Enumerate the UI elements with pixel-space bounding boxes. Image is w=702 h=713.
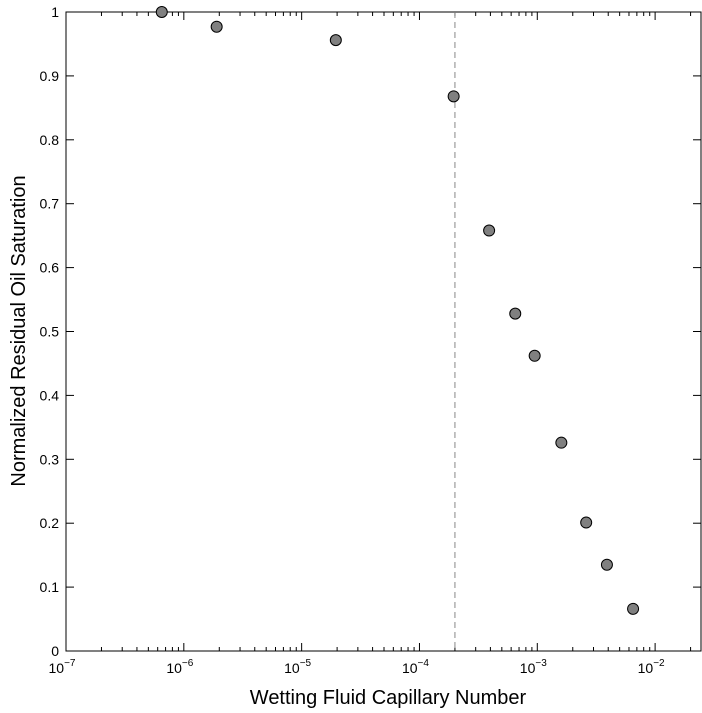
y-tick-label: 0 <box>51 643 59 659</box>
x-tick-label: 10−3 <box>520 658 547 676</box>
data-point <box>580 516 593 529</box>
x-tick-label: 10−6 <box>166 658 193 676</box>
data-point <box>483 224 496 237</box>
data-point <box>627 602 640 615</box>
y-tick-label: 0.7 <box>40 196 60 212</box>
data-point <box>155 6 168 18</box>
data-point <box>555 436 568 449</box>
x-tick-label: 10−4 <box>402 658 429 676</box>
y-tick-label: 0.8 <box>40 132 60 148</box>
x-tick-label: 10−7 <box>49 658 76 676</box>
y-tick-label: 0.6 <box>40 260 60 276</box>
data-point <box>600 558 613 571</box>
y-tick-label: 0.1 <box>40 579 60 595</box>
y-tick-label: 0.4 <box>40 387 60 403</box>
x-tick-label: 10−5 <box>284 658 311 676</box>
plot-area: 10−7 10−6 10−5 10−4 10−3 10−2 0 0.1 0.2 0.3 0.4 0.5… <box>40 4 702 676</box>
y-tick-label: 1 <box>51 4 59 20</box>
y-tick-label: 0.2 <box>40 515 60 531</box>
y-tick-label: 0.3 <box>40 451 60 467</box>
x-axis-title: Wetting Fluid Capillary Number <box>250 687 527 709</box>
data-point <box>329 34 342 47</box>
x-tick-label: 10−2 <box>638 658 665 676</box>
data-point <box>528 349 541 362</box>
plot-frame <box>65 11 702 652</box>
y-tick-label: 0.9 <box>40 68 60 84</box>
data-point <box>210 20 223 33</box>
data-point <box>509 307 522 320</box>
y-axis-title: Normalized Residual Oil Saturation <box>8 175 30 486</box>
data-point <box>447 90 460 103</box>
y-tick-label: 0.5 <box>40 324 60 340</box>
